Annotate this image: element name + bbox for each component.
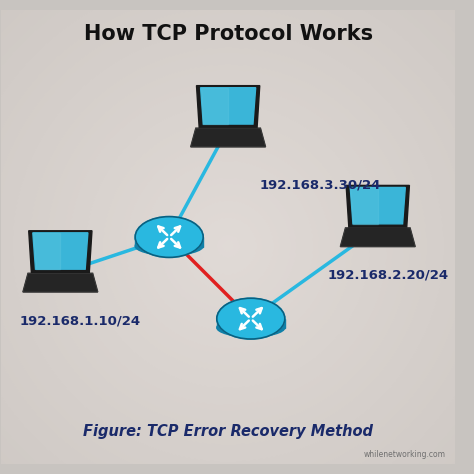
Circle shape [136,167,320,352]
Circle shape [43,75,413,445]
Circle shape [70,102,386,418]
Polygon shape [191,128,265,147]
Circle shape [195,226,262,293]
Circle shape [66,98,390,421]
Circle shape [13,45,443,474]
Circle shape [201,232,255,287]
Circle shape [141,173,316,347]
Circle shape [38,70,418,450]
Circle shape [141,173,315,347]
Circle shape [0,26,462,474]
Text: Figure: TCP Error Recovery Method: Figure: TCP Error Recovery Method [83,424,373,439]
Circle shape [21,53,435,466]
Circle shape [114,146,342,374]
Circle shape [136,167,320,352]
Circle shape [156,188,300,332]
Circle shape [0,31,457,474]
Circle shape [57,88,400,431]
Circle shape [81,113,375,407]
Circle shape [206,238,250,282]
Circle shape [0,31,456,474]
Circle shape [179,211,277,309]
Text: whilenetworking.com: whilenetworking.com [364,450,446,459]
Circle shape [48,80,408,439]
Circle shape [12,44,444,474]
Circle shape [126,144,330,348]
Polygon shape [135,237,203,247]
Circle shape [194,212,262,280]
Circle shape [0,26,462,474]
Circle shape [204,235,253,284]
Circle shape [120,152,336,368]
Circle shape [125,157,331,363]
Circle shape [43,75,413,445]
Circle shape [51,83,405,437]
Polygon shape [197,86,260,128]
Circle shape [123,155,334,365]
Circle shape [125,156,331,363]
Circle shape [62,94,394,426]
Polygon shape [346,185,410,228]
Circle shape [133,164,323,355]
Circle shape [218,249,238,270]
Circle shape [32,64,424,456]
Circle shape [198,230,258,290]
Circle shape [58,90,398,429]
Circle shape [164,195,292,324]
Circle shape [226,257,231,262]
Circle shape [161,193,295,327]
Circle shape [64,82,392,410]
Circle shape [212,243,245,276]
Circle shape [184,216,272,303]
Circle shape [24,55,432,464]
Circle shape [33,64,423,455]
Circle shape [1,19,455,473]
Circle shape [5,36,452,474]
Circle shape [56,88,401,432]
Circle shape [112,144,344,375]
Circle shape [0,8,474,474]
Ellipse shape [217,319,285,337]
Circle shape [8,39,448,474]
Circle shape [144,175,312,344]
Circle shape [160,178,296,314]
Circle shape [110,141,346,378]
Circle shape [0,23,465,474]
Circle shape [0,12,474,474]
Polygon shape [201,88,228,124]
